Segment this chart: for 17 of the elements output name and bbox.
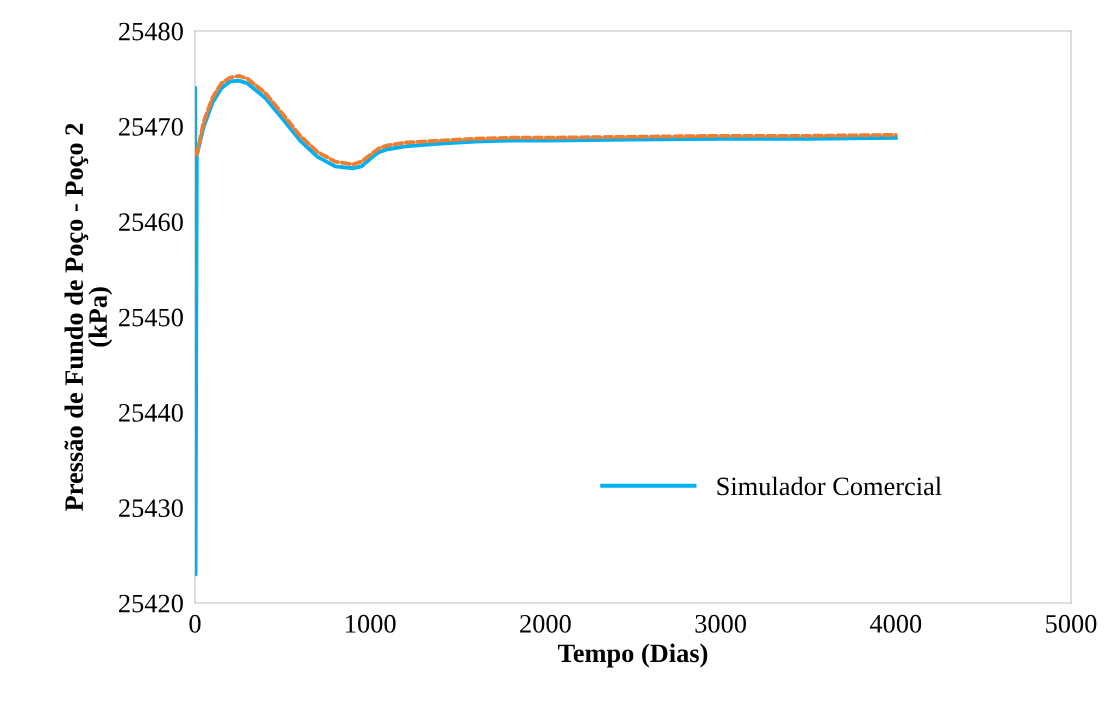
- y-tick-label: 25440: [119, 403, 183, 422]
- line-series: [195, 73, 898, 167]
- x-tick-label: 5000: [1046, 614, 1097, 633]
- x-axis-title: Tempo (Dias): [558, 643, 708, 668]
- y-tick-label: 25470: [119, 117, 183, 136]
- x-tick-label: 1000: [346, 614, 396, 633]
- x-tick-label: 2000: [520, 614, 571, 633]
- y-tick-label: 25460: [119, 213, 183, 232]
- x-tick-label: 4000: [869, 614, 922, 633]
- y-tick-label: 25450: [119, 308, 183, 327]
- y-axis-title: Pressão de Fundo de Poço - Poço 2 (kPa): [64, 123, 113, 511]
- y-tick-label: 25480: [119, 22, 183, 41]
- x-tick-label: 3000: [695, 614, 746, 633]
- x-tick-label: 0: [189, 614, 201, 633]
- y-tick-label: 25430: [119, 499, 183, 518]
- y-tick-label: 25420: [119, 594, 183, 613]
- legend-label: Simulador Comercial: [717, 476, 942, 496]
